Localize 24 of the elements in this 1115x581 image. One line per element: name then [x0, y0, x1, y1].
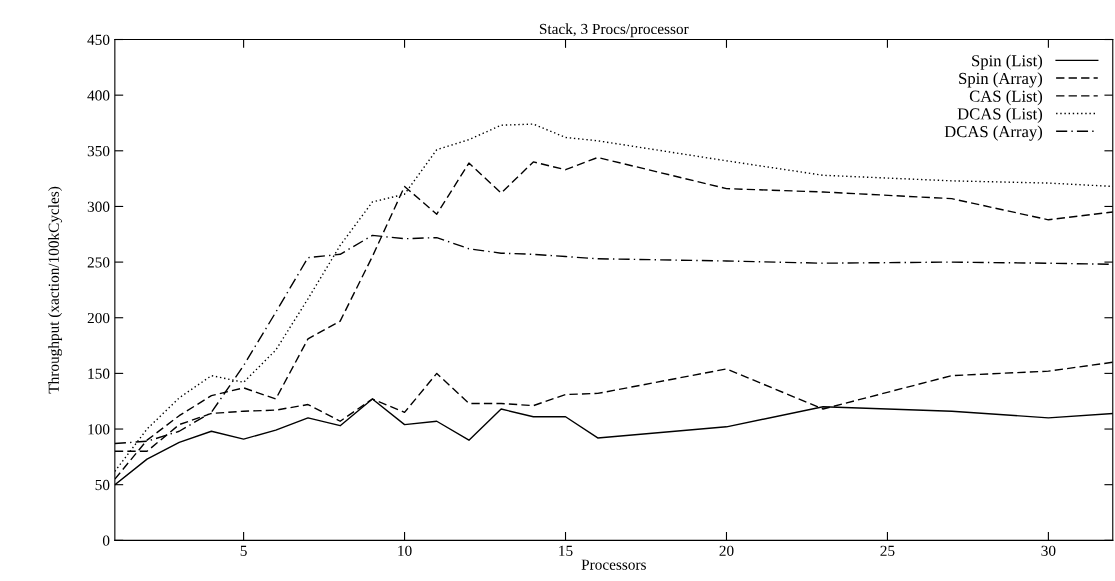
y-tick-label: 200 — [87, 312, 110, 324]
x-tick-label: 10 — [398, 545, 412, 556]
y-tick-label: 450 — [87, 34, 110, 45]
legend-label: Spin (List) — [972, 54, 1043, 70]
legend-label: DCAS (Array) — [944, 125, 1043, 141]
y-tick-label: 0 — [102, 535, 110, 546]
y-tick-label: 300 — [87, 201, 110, 212]
legend-label: CAS (List) — [969, 90, 1043, 106]
x-tick-label: 30 — [1041, 545, 1056, 556]
chart-title: Stack, 3 Procs/processor — [539, 23, 689, 38]
y-tick-label: 350 — [87, 145, 110, 157]
y-axis-title: Throughput (xaction/100kCycles) — [48, 186, 63, 394]
y-tick-label: 400 — [87, 90, 110, 101]
y-tick-label: 100 — [88, 424, 110, 435]
y-tick-label: 150 — [88, 368, 110, 379]
y-tick-label: 250 — [87, 257, 110, 268]
legend-label: Spin (Array) — [959, 72, 1043, 88]
x-tick-label: 15 — [559, 545, 573, 556]
x-tick-label: 25 — [880, 545, 895, 556]
x-axis-title: Processors — [581, 559, 646, 570]
x-tick-label: 5 — [240, 545, 247, 556]
x-tick-label: 20 — [719, 545, 734, 556]
legend-label: DCAS (List) — [957, 107, 1043, 123]
y-tick-label: 50 — [95, 479, 110, 491]
